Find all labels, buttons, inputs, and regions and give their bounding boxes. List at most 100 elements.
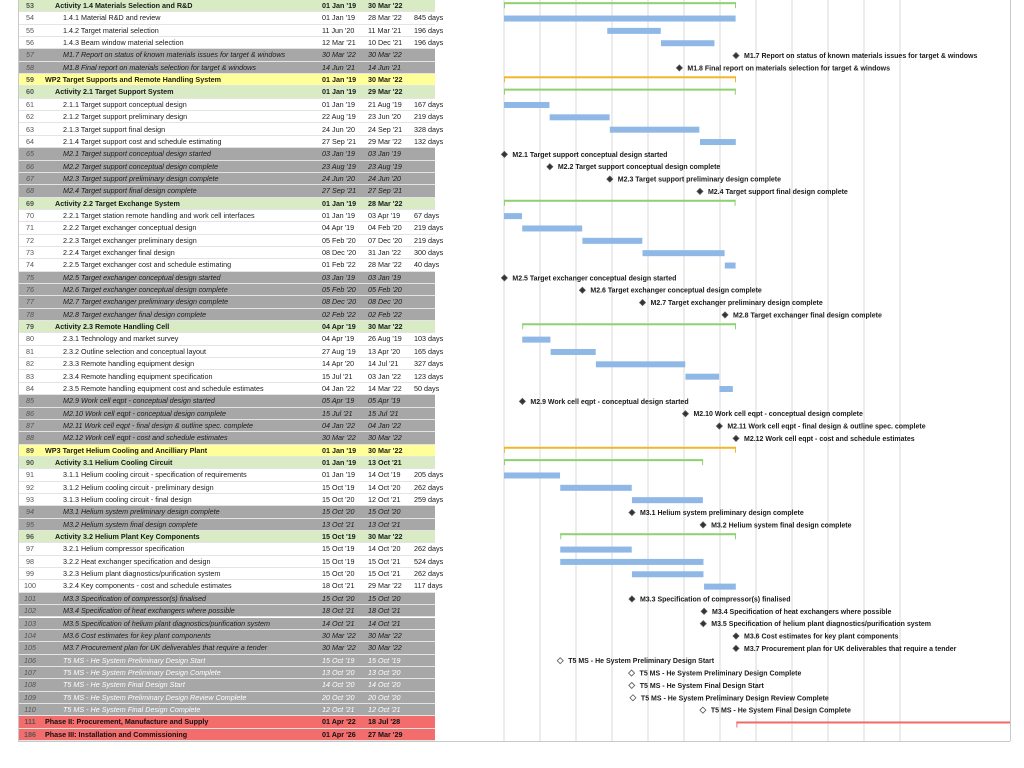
table-row[interactable]: 60 Activity 2.1 Target Support System 01 J… <box>19 86 435 99</box>
table-row[interactable]: 85 M2.9 Work cell eqpt - conceptual desig… <box>19 395 435 408</box>
milestone-label: M3.1 Helium system preliminary design co… <box>640 510 804 517</box>
finish-date: 12 Oct '21 <box>368 704 401 714</box>
table-row[interactable]: 105 M3.7 Procurement plan for UK delivera… <box>19 642 435 655</box>
table-row[interactable]: 98 3.2.2 Heat exchanger specification and… <box>19 556 443 569</box>
table-row[interactable]: 77 M2.7 Target exchanger preliminary desi… <box>19 296 435 309</box>
table-row[interactable]: 95 M3.2 Helium system final design comple… <box>19 518 435 532</box>
table-row[interactable]: 66 M2.2 Target support conceptual design … <box>19 160 435 173</box>
row-id: 98 <box>26 556 34 566</box>
row-id: 106 <box>24 655 36 665</box>
start-date: 18 Oct '21 <box>322 581 355 591</box>
table-row[interactable]: 91 3.1.1 Helium cooling circuit - specifi… <box>19 469 443 482</box>
table-row[interactable]: 104 M3.6 Cost estimates for key plant com… <box>19 629 435 643</box>
start-date: 01 Jan '19 <box>322 75 357 85</box>
table-row[interactable]: 88 M2.12 Work cell eqpt - cost and schedu… <box>19 432 435 445</box>
table-row[interactable]: 72 2.2.3 Target exchanger preliminary des… <box>19 235 443 247</box>
table-row[interactable]: 70 2.2.1 Target station remote handling a… <box>19 210 439 223</box>
table-row[interactable]: 84 2.3.5 Remote handling equipment cost a… <box>19 383 439 396</box>
task-name: M2.2 Target support conceptual design co… <box>63 161 219 171</box>
table-row[interactable]: 55 1.4.2 Target material selection 11 Jun … <box>19 25 443 38</box>
finish-date: 14 Mar '22 <box>368 383 402 393</box>
table-row[interactable]: 82 2.3.3 Remote handling equipment design… <box>19 358 443 371</box>
finish-date: 07 Dec '20 <box>368 235 403 245</box>
finish-date: 11 Mar '21 <box>368 25 402 35</box>
table-row[interactable]: 106 T5 MS - He System Preliminary Design … <box>19 654 435 667</box>
row-id: 70 <box>26 210 34 220</box>
table-row[interactable]: 111 Phase II: Procurement, Manufacture an… <box>19 716 435 729</box>
start-date: 12 Mar '21 <box>322 38 356 48</box>
start-date: 22 Aug '19 <box>322 112 356 122</box>
table-row[interactable]: 87 M2.11 Work cell eqpt - final design & … <box>19 419 435 433</box>
table-row[interactable]: 73 2.2.4 Target exchanger final design 08 … <box>19 247 443 260</box>
start-date: 24 Jun '20 <box>322 173 355 183</box>
milestone-diamond <box>500 274 508 282</box>
table-row[interactable]: 100 3.2.4 Key components - cost and sched… <box>19 580 443 593</box>
table-row[interactable]: 64 2.1.4 Target support cost and schedule… <box>19 136 443 149</box>
finish-date: 14 Oct '21 <box>368 618 401 628</box>
table-row[interactable]: 67 M2.3 Target support preliminary design… <box>19 172 435 186</box>
table-row[interactable]: 99 3.2.3 Helium plant diagnostics/purific… <box>19 568 443 581</box>
table-row[interactable]: 58 M1.8 Final report on materials selecti… <box>19 61 435 75</box>
table-row[interactable]: 102 M3.4 Specification of heat exchangers… <box>19 605 435 618</box>
table-row[interactable]: 90 Activity 3.1 Helium Cooling Circuit 01 … <box>19 456 435 470</box>
summary-tick <box>504 459 505 466</box>
table-row[interactable]: 109 T5 MS - He System Preliminary Design … <box>19 691 435 704</box>
table-row[interactable]: 68 M2.4 Target support final design compl… <box>19 185 435 198</box>
table-row[interactable]: 76 M2.6 Target exchanger conceptual desig… <box>19 284 435 297</box>
table-row[interactable]: 97 3.2.1 Helium compressor specification 1… <box>19 543 443 556</box>
table-row[interactable]: 103 M3.5 Specification of helium plant di… <box>19 617 435 630</box>
row-id: 87 <box>26 420 34 430</box>
milestone-diamond <box>606 175 614 183</box>
milestone-label: M2.5 Target exchanger conceptual design … <box>512 275 676 282</box>
table-row[interactable]: 65 M2.1 Target support conceptual design … <box>19 148 435 161</box>
table-row[interactable]: 59 WP2 Target Supports and Remote Handlin… <box>19 74 435 87</box>
table-row[interactable]: 86 M2.10 Work cell eqpt - conceptual desi… <box>19 407 435 420</box>
table-row[interactable]: 71 2.2.2 Target exchanger conceptual desi… <box>19 222 443 235</box>
table-row[interactable]: 93 3.1.3 Helium cooling circuit - final d… <box>19 494 443 507</box>
finish-date: 30 Mar '22 <box>368 50 402 60</box>
table-row[interactable]: 53 Activity 1.4 Materials Selection and R… <box>19 0 435 13</box>
table-row[interactable]: 62 2.1.2 Target support preliminary desig… <box>19 111 443 124</box>
table-row[interactable]: 94 M3.1 Helium system preliminary design … <box>19 506 435 519</box>
task-bar <box>504 15 736 22</box>
table-row[interactable]: 80 2.3.1 Technology and market survey 04 A… <box>19 333 443 346</box>
table-row[interactable]: 96 Activity 3.2 Helium Plant Key Componen… <box>19 531 435 544</box>
table-row[interactable]: 81 2.3.2 Outline selection and conceptual… <box>19 346 443 359</box>
table-row[interactable]: 107 T5 MS - He System Preliminary Design … <box>19 666 435 680</box>
table-row[interactable]: 186 Phase III: Installation and Commissio… <box>19 728 435 741</box>
table-row[interactable]: 89 WP3 Target Helium Cooling and Ancillia… <box>19 444 435 457</box>
duration: 262 days <box>414 569 444 579</box>
table-row[interactable]: 83 2.3.4 Remote handling equipment specif… <box>19 371 443 383</box>
milestone-label: T5 MS - He System Preliminary Design Sta… <box>568 658 715 665</box>
table-row[interactable]: 78 M2.8 Target exchanger final design com… <box>19 308 435 322</box>
task-name: 3.2.1 Helium compressor specification <box>63 544 185 554</box>
table-row[interactable]: 92 3.1.2 Helium cooling circuit - prelimi… <box>19 482 443 494</box>
milestone-diamond <box>732 644 740 652</box>
task-name: Activity 2.3 Remote Handling Cell <box>55 322 170 332</box>
table-row[interactable]: 101 M3.3 Specification of compressor(s) f… <box>19 592 435 606</box>
table-row[interactable]: 63 2.1.3 Target support final design 24 Ju… <box>19 124 443 136</box>
finish-date: 03 Jan '19 <box>368 272 401 282</box>
table-row[interactable]: 75 M2.5 Target exchanger conceptual desig… <box>19 271 435 285</box>
task-name: 2.3.2 Outline selection and conceptual l… <box>63 346 207 356</box>
task-name: M2.9 Work cell eqpt - conceptual design … <box>63 396 215 406</box>
finish-date: 13 Oct '20 <box>368 667 401 677</box>
table-row[interactable]: 110 T5 MS - He System Final Design Comple… <box>19 703 435 717</box>
table-row[interactable]: 57 M1.7 Report on status of known materia… <box>19 49 435 62</box>
finish-date: 08 Dec '20 <box>368 297 403 307</box>
task-name: M3.3 Specification of compressor(s) fina… <box>63 593 207 603</box>
table-row[interactable]: 54 1.4.1 Material R&D and review 01 Jan '1… <box>19 12 443 25</box>
table-row[interactable]: 74 2.2.5 Target exchanger cost and schedu… <box>19 259 439 272</box>
finish-date: 15 Jul '21 <box>368 408 399 418</box>
table-row[interactable]: 56 1.4.3 Beam window material selection 12… <box>19 37 443 50</box>
finish-date: 29 Mar '22 <box>368 136 402 146</box>
wp-summary-bar <box>504 76 736 79</box>
table-row[interactable]: 61 2.1.1 Target support conceptual design… <box>19 99 443 112</box>
finish-date: 23 Aug '19 <box>368 161 402 171</box>
row-id: 53 <box>26 1 34 10</box>
table-row[interactable]: 69 Activity 2.2 Target Exchange System 01 … <box>19 197 435 210</box>
table-row[interactable]: 79 Activity 2.3 Remote Handling Cell 04 Ap… <box>19 321 435 334</box>
finish-date: 14 Oct '20 <box>368 482 401 492</box>
table-row[interactable]: 108 T5 MS - He System Final Design Start 1… <box>19 679 435 692</box>
task-name: 3.2.3 Helium plant diagnostics/purificat… <box>63 569 221 579</box>
